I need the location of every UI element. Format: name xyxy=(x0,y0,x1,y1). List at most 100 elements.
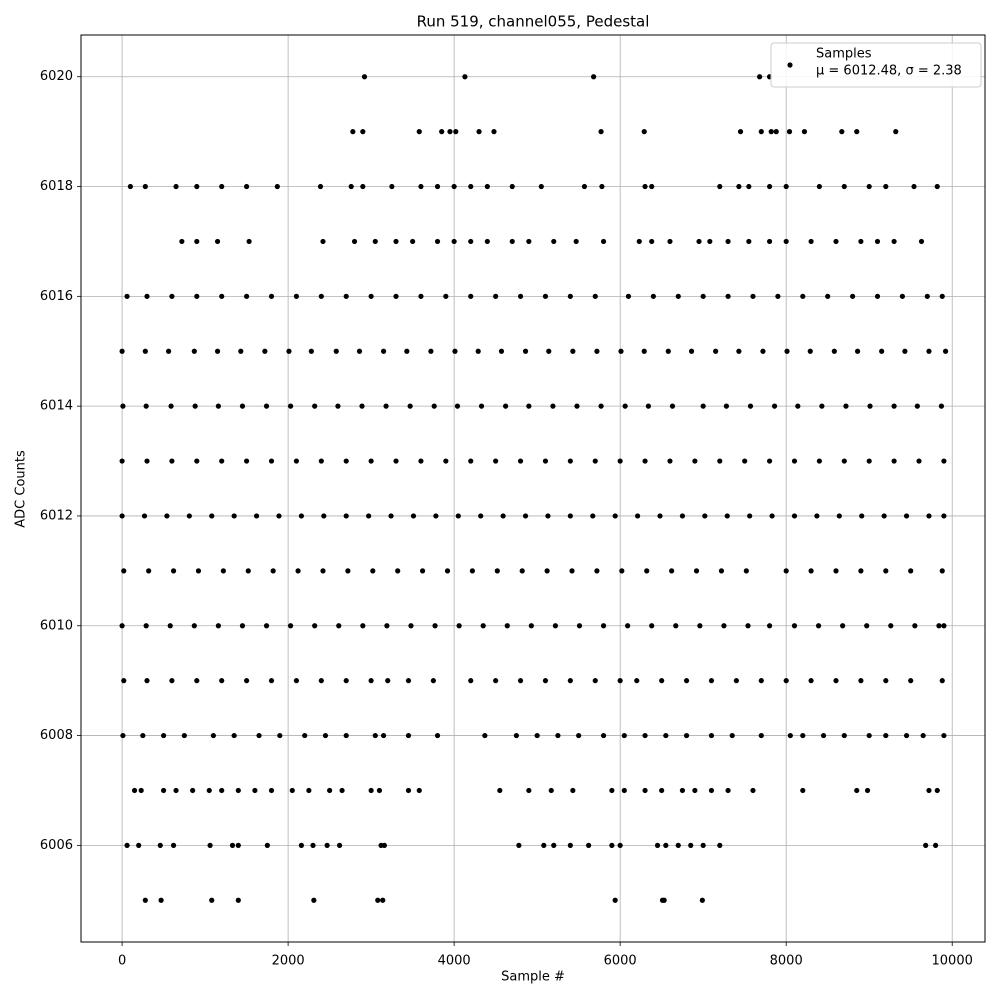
data-point xyxy=(192,403,198,409)
data-point xyxy=(808,568,814,574)
data-point xyxy=(498,348,505,354)
data-point xyxy=(179,238,185,245)
data-point xyxy=(775,293,781,299)
data-point xyxy=(697,623,703,629)
x-axis-label: Sample # xyxy=(501,970,565,985)
data-point xyxy=(737,129,744,135)
data-point xyxy=(841,458,847,464)
data-point xyxy=(708,678,715,684)
data-point xyxy=(708,732,715,739)
data-point xyxy=(570,787,576,794)
x-tick-label: 4000 xyxy=(438,954,471,969)
data-point xyxy=(636,238,642,245)
data-point xyxy=(618,348,624,354)
data-point xyxy=(570,348,576,354)
data-point xyxy=(277,732,283,739)
data-point xyxy=(544,568,550,574)
data-point xyxy=(526,403,532,409)
data-point xyxy=(468,458,474,464)
data-point xyxy=(270,568,276,574)
data-point xyxy=(936,623,942,629)
data-point xyxy=(675,293,681,299)
data-point xyxy=(721,623,727,629)
data-point xyxy=(456,623,462,629)
data-point xyxy=(468,238,474,245)
data-point xyxy=(758,678,764,684)
data-point xyxy=(419,568,426,574)
data-point xyxy=(800,787,806,794)
data-point xyxy=(942,348,949,354)
data-point xyxy=(766,183,773,190)
data-point xyxy=(167,623,173,629)
data-point xyxy=(941,458,947,464)
data-point xyxy=(393,238,399,245)
data-point xyxy=(246,238,252,245)
data-point xyxy=(891,403,897,409)
data-point xyxy=(849,293,856,299)
data-point xyxy=(902,348,908,354)
data-point xyxy=(195,568,202,574)
data-point xyxy=(642,787,648,794)
data-point xyxy=(431,403,437,409)
plot-frame xyxy=(80,34,986,943)
data-point xyxy=(808,238,814,245)
data-point xyxy=(717,842,723,848)
data-point xyxy=(516,842,522,848)
data-point xyxy=(933,842,939,848)
data-point xyxy=(791,513,798,519)
data-point xyxy=(843,403,849,409)
data-point xyxy=(551,842,557,848)
data-point xyxy=(231,513,237,519)
data-point xyxy=(888,623,894,629)
data-point xyxy=(343,678,349,684)
data-point xyxy=(924,293,930,299)
data-point xyxy=(667,238,673,245)
chart-title: Run 519, channel055, Pedestal xyxy=(417,13,650,31)
data-point xyxy=(295,568,301,574)
data-point xyxy=(124,293,130,299)
data-point xyxy=(916,458,922,464)
data-point xyxy=(370,568,376,574)
data-point xyxy=(368,458,374,464)
data-point xyxy=(306,787,312,794)
data-point xyxy=(433,513,439,519)
marks-layer xyxy=(119,74,949,903)
data-point xyxy=(127,183,133,190)
data-point xyxy=(407,403,413,409)
data-point xyxy=(526,238,532,245)
data-point xyxy=(883,568,889,574)
data-point xyxy=(590,513,596,519)
data-point xyxy=(410,238,416,245)
data-point xyxy=(941,513,947,519)
data-point xyxy=(581,183,588,190)
data-point xyxy=(567,293,573,299)
data-point xyxy=(700,403,706,409)
data-point xyxy=(360,129,366,135)
data-point xyxy=(351,238,358,245)
data-point xyxy=(938,403,945,409)
legend-stats: μ = 6012.48, σ = 2.38 xyxy=(816,64,962,79)
data-point xyxy=(480,623,486,629)
data-point xyxy=(679,787,686,794)
data-point xyxy=(538,183,544,190)
data-point xyxy=(783,238,789,245)
data-point xyxy=(380,897,386,903)
data-point xyxy=(263,623,270,629)
data-point xyxy=(293,293,300,299)
data-point xyxy=(418,293,424,299)
data-point xyxy=(418,183,424,190)
data-point xyxy=(914,403,920,409)
data-point xyxy=(519,568,525,574)
data-point xyxy=(253,513,260,519)
data-point xyxy=(368,678,374,684)
data-point xyxy=(592,458,598,464)
data-point xyxy=(659,787,665,794)
data-point xyxy=(661,897,667,903)
data-point xyxy=(567,513,573,519)
data-point xyxy=(598,129,604,135)
data-point xyxy=(864,787,871,794)
data-point xyxy=(528,623,534,629)
data-point xyxy=(142,348,148,354)
data-point xyxy=(700,293,706,299)
data-point xyxy=(410,513,417,519)
